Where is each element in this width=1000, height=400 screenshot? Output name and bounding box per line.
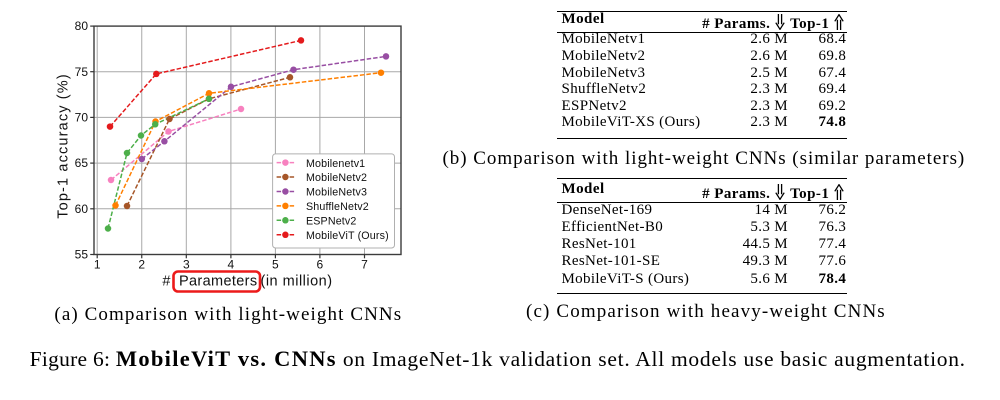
svg-text:75: 75 (75, 65, 89, 79)
svg-text:#: # (162, 274, 170, 290)
svg-text:Top-1 accuracy (%): Top-1 accuracy (%) (56, 73, 72, 219)
svg-text:MobileNetv3: MobileNetv3 (306, 187, 367, 199)
svg-text:70: 70 (75, 111, 89, 125)
svg-text:Mobilenetv1: Mobilenetv1 (306, 158, 365, 170)
svg-text:MobileNetv2: MobileNetv2 (306, 172, 367, 184)
svg-text:3: 3 (183, 258, 190, 272)
svg-text:80: 80 (75, 19, 89, 33)
svg-text:ShuffleNetv2: ShuffleNetv2 (306, 201, 369, 213)
svg-text:5: 5 (272, 258, 279, 272)
svg-text:(in million): (in million) (261, 274, 333, 290)
svg-text:60: 60 (75, 202, 89, 216)
svg-text:2: 2 (138, 258, 145, 272)
svg-text:ESPNetv2: ESPNetv2 (306, 216, 357, 228)
svg-text:65: 65 (75, 156, 89, 170)
svg-text:1: 1 (94, 258, 101, 272)
svg-text:6: 6 (317, 258, 324, 272)
svg-text:55: 55 (75, 248, 89, 262)
svg-text:7: 7 (361, 258, 368, 272)
svg-text:MobileViT (Ours): MobileViT (Ours) (306, 230, 389, 242)
svg-text:4: 4 (228, 258, 235, 272)
svg-text:Parameters: Parameters (179, 274, 257, 290)
